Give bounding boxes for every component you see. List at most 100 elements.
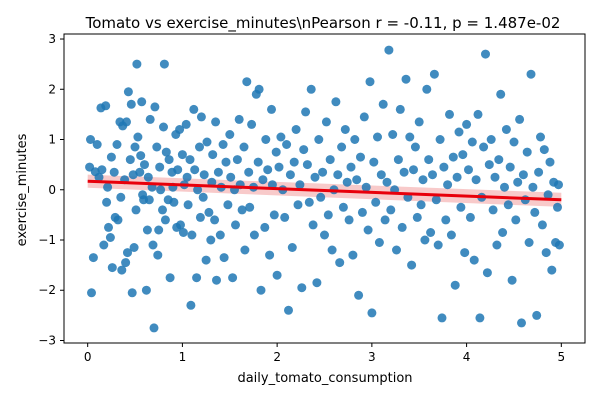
data-point xyxy=(106,152,116,162)
data-point xyxy=(321,117,331,127)
data-point xyxy=(231,220,240,230)
data-point xyxy=(511,215,521,225)
data-point xyxy=(456,202,466,212)
data-point xyxy=(501,125,511,134)
data-point xyxy=(428,170,437,180)
data-point xyxy=(159,59,169,69)
data-point xyxy=(190,165,200,175)
data-point xyxy=(384,45,394,55)
data-point xyxy=(393,155,403,165)
data-point xyxy=(212,275,221,285)
data-point xyxy=(340,125,350,134)
data-point xyxy=(187,230,197,240)
data-point xyxy=(346,162,356,172)
data-point xyxy=(365,77,375,87)
data-point xyxy=(132,59,142,69)
data-point xyxy=(382,177,392,187)
data-point xyxy=(356,152,365,162)
data-point xyxy=(88,253,98,263)
data-point xyxy=(183,200,193,210)
data-point xyxy=(208,150,218,160)
data-point xyxy=(541,248,551,258)
data-point xyxy=(103,182,113,192)
data-point xyxy=(327,245,337,255)
data-point xyxy=(112,140,122,149)
data-point xyxy=(242,77,252,87)
y-tick-label: 1 xyxy=(48,133,56,147)
data-point xyxy=(446,230,456,240)
data-point xyxy=(376,170,386,180)
data-point xyxy=(437,313,447,323)
data-point xyxy=(104,222,113,232)
data-point xyxy=(136,151,146,161)
data-point xyxy=(127,288,137,298)
x-tick-label: 1 xyxy=(179,350,187,364)
data-point xyxy=(185,155,195,165)
data-point xyxy=(464,165,473,175)
data-point xyxy=(211,117,221,127)
data-point xyxy=(226,172,236,182)
data-point xyxy=(161,147,171,157)
data-point xyxy=(271,147,281,157)
data-point xyxy=(515,114,525,124)
data-point xyxy=(86,135,95,144)
data-point xyxy=(439,162,449,172)
x-tick-label: 4 xyxy=(463,350,471,364)
y-tick-label: −3 xyxy=(38,333,56,347)
data-point xyxy=(269,210,279,220)
data-point xyxy=(553,202,562,212)
data-point xyxy=(503,200,513,210)
data-point xyxy=(469,255,479,265)
data-point xyxy=(299,145,309,155)
data-point xyxy=(121,258,131,268)
data-point xyxy=(484,160,494,170)
data-point xyxy=(237,205,247,215)
data-point xyxy=(412,212,422,222)
x-tick-label: 5 xyxy=(557,350,565,364)
data-point xyxy=(295,180,305,190)
data-point xyxy=(173,165,183,175)
data-point xyxy=(148,240,158,250)
data-point xyxy=(87,288,96,298)
data-point xyxy=(367,308,377,318)
data-point xyxy=(221,157,231,167)
data-point xyxy=(142,225,152,235)
data-point xyxy=(150,102,160,112)
data-point xyxy=(445,109,454,119)
data-point xyxy=(234,114,244,124)
data-point xyxy=(333,170,343,180)
data-point xyxy=(105,233,115,242)
data-point xyxy=(316,192,326,202)
data-point xyxy=(530,207,540,217)
data-point xyxy=(496,89,506,99)
y-tick-label: 0 xyxy=(48,183,56,197)
data-point xyxy=(291,125,301,134)
data-point xyxy=(178,228,188,237)
data-point xyxy=(107,263,117,273)
data-point xyxy=(467,137,477,147)
data-point xyxy=(256,285,266,295)
data-point xyxy=(228,273,238,283)
data-point xyxy=(410,142,420,152)
data-point xyxy=(176,220,185,230)
data-point xyxy=(135,167,145,177)
data-point xyxy=(342,177,352,187)
data-point xyxy=(407,260,417,270)
y-tick-label: −1 xyxy=(38,233,56,247)
data-point xyxy=(164,155,174,165)
data-point xyxy=(539,145,549,155)
data-point xyxy=(429,69,439,79)
data-point xyxy=(165,273,175,283)
data-point xyxy=(129,243,139,252)
data-point xyxy=(152,142,162,152)
data-point xyxy=(280,212,290,222)
x-tick-label: 0 xyxy=(84,350,92,364)
data-point xyxy=(547,265,557,275)
data-point xyxy=(192,273,202,283)
data-point xyxy=(399,167,409,177)
data-point xyxy=(395,104,405,114)
data-point xyxy=(373,132,382,142)
data-point xyxy=(206,235,216,245)
data-point xyxy=(312,278,322,288)
data-point xyxy=(526,69,536,79)
